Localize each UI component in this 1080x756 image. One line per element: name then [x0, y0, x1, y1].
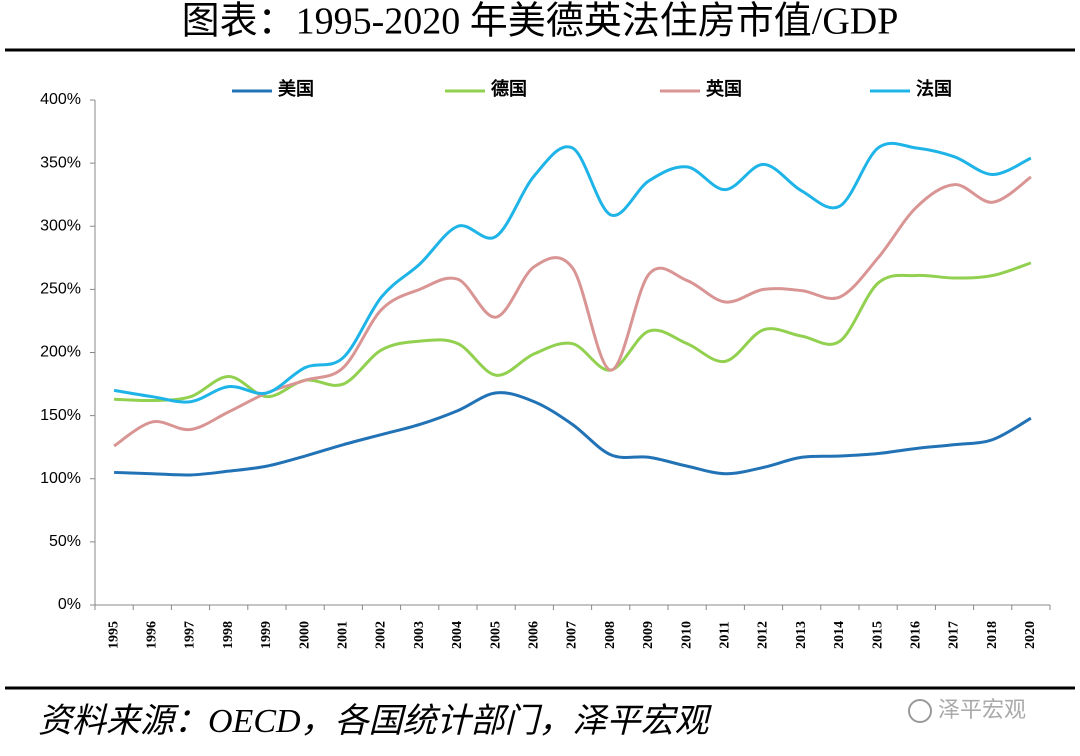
x-tick-label: 2007 [565, 621, 580, 649]
y-tick-label: 0% [58, 596, 81, 613]
x-tick-label: 2018 [985, 621, 1000, 649]
chart-title: 图表：1995-2020 年美德英法住房市值/GDP [182, 1, 899, 43]
x-tick-label: 2008 [603, 621, 618, 649]
watermark-icon [908, 699, 932, 723]
y-tick-label: 250% [40, 281, 81, 298]
x-tick-label: 1996 [145, 621, 160, 649]
series-line [114, 391, 1032, 477]
legend-label: 美国 [278, 78, 314, 99]
x-tick-label: 1998 [221, 621, 236, 649]
series-line [114, 261, 1032, 403]
series-line [113, 141, 1032, 404]
y-tick-label: 300% [40, 217, 81, 234]
x-tick-label: 1995 [106, 621, 121, 649]
x-tick-label: 2012 [756, 621, 771, 649]
x-tick-label: 2016 [909, 621, 924, 649]
x-tick-label: 2002 [374, 621, 389, 649]
source: 资料来源：OECD，各国统计部门，泽平宏观 [38, 703, 713, 740]
x-tick-label: 2010 [679, 621, 694, 649]
x-tick-label: 2017 [947, 621, 962, 649]
y-tick-label: 150% [40, 407, 81, 424]
x-tick-label: 2004 [450, 621, 465, 649]
x-tick-label: 2014 [832, 621, 847, 649]
legend-label: 英国 [705, 78, 742, 99]
series-line [113, 175, 1032, 448]
x-tick-label: 2003 [412, 621, 427, 649]
y-tick-label: 50% [49, 533, 81, 550]
legend-label: 德国 [491, 78, 527, 99]
x-tick-label: 2000 [297, 621, 312, 649]
x-tick-label: 2020 [1023, 621, 1038, 649]
x-tick-label: 1997 [183, 621, 198, 649]
watermark: 泽平宏观 [938, 698, 1026, 723]
y-tick-label: 400% [40, 91, 81, 108]
legend-label: 法国 [916, 78, 952, 99]
x-tick-label: 2001 [336, 621, 351, 649]
x-tick-label: 2013 [794, 621, 809, 649]
x-tick-label: 2005 [488, 621, 503, 649]
x-tick-label: 2015 [870, 621, 885, 649]
y-tick-label: 350% [40, 154, 81, 171]
y-tick-label: 200% [40, 344, 81, 361]
y-tick-label: 100% [40, 470, 81, 487]
x-tick-label: 2009 [641, 621, 656, 649]
x-tick-label: 2006 [527, 621, 542, 649]
x-tick-label: 1999 [259, 621, 274, 649]
x-tick-label: 2011 [718, 621, 733, 648]
